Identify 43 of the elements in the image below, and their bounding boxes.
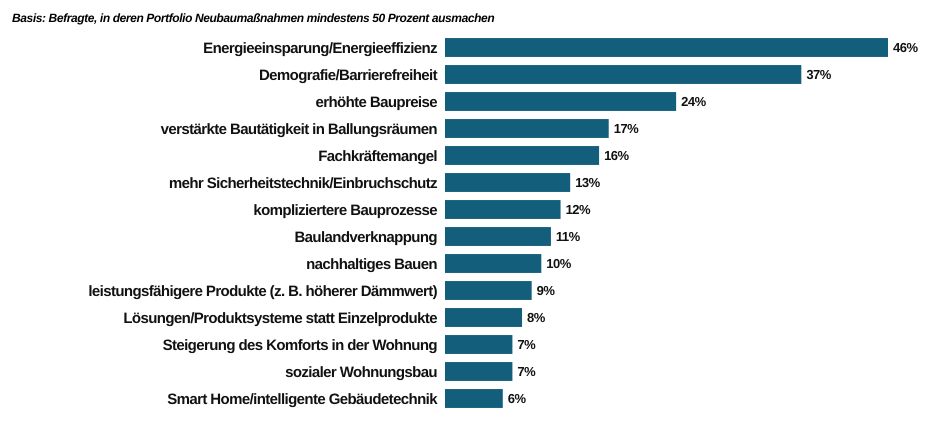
- bar: [445, 308, 522, 327]
- text: Basis: Befragte, in deren Portfolio Neubaumaßnahmen mindestens 50 Prozent ausmachen: [12, 11, 494, 25]
- data-label: 46%: [893, 40, 918, 56]
- bar: [445, 254, 542, 273]
- y-tick-label: leistungsfähigere Produkte (z. B. höherer Dämmwert): [88, 282, 438, 300]
- data-label: 13%: [575, 175, 601, 190]
- y-tick-label: verstärkte Bautätigkeit in Ballungsräumen: [160, 120, 438, 138]
- bar: [445, 65, 802, 84]
- y-tick-label: Smart Home/intelligente Gebäudetechnik: [167, 390, 438, 408]
- data-label: 7%: [517, 337, 536, 352]
- y-tick-label: sozialer Wohnungsbau: [285, 364, 438, 381]
- data-label: 6%: [508, 391, 527, 406]
- bar: [445, 227, 551, 246]
- bar: [445, 92, 676, 111]
- bar: [445, 335, 512, 354]
- bar: [445, 38, 888, 57]
- bar: [445, 173, 570, 192]
- bar: [445, 362, 512, 381]
- data-label: 9%: [536, 283, 556, 298]
- bar: [445, 389, 503, 408]
- y-tick-label: erhöhte Baupreise: [315, 94, 438, 111]
- y-tick-label: nachhaltiges Bauen: [306, 256, 438, 273]
- y-tick-label: Lösungen/Produktsysteme statt Einzelprodukte: [123, 310, 438, 327]
- bar: [445, 146, 600, 165]
- y-tick-label: mehr Sicherheitstechnik/Einbruchschutz: [168, 174, 438, 192]
- bar: [445, 281, 532, 300]
- data-label: 37%: [806, 67, 832, 82]
- y-tick-label: Baulandverknappung: [294, 228, 438, 246]
- data-label: 7%: [517, 364, 536, 380]
- y-tick-label: Steigerung des Komforts in der Wohnung: [162, 336, 438, 354]
- y-tick-label: Demografie/Barrierefreiheit: [258, 66, 438, 84]
- data-label: 12%: [566, 202, 592, 218]
- y-tick-label: Fachkräftemangel: [318, 148, 438, 165]
- data-label: 10%: [546, 256, 572, 272]
- data-label: 11%: [556, 229, 581, 244]
- data-label: 24%: [681, 94, 707, 110]
- y-tick-label: Energieeinsparung/Energieeffizienz: [203, 40, 438, 57]
- data-label: 8%: [527, 310, 546, 326]
- bar: [445, 200, 561, 219]
- data-label: 16%: [604, 148, 630, 164]
- data-label: 17%: [614, 121, 640, 136]
- y-tick-label: kompliziertere Bauprozesse: [253, 202, 438, 219]
- bar: [445, 119, 609, 138]
